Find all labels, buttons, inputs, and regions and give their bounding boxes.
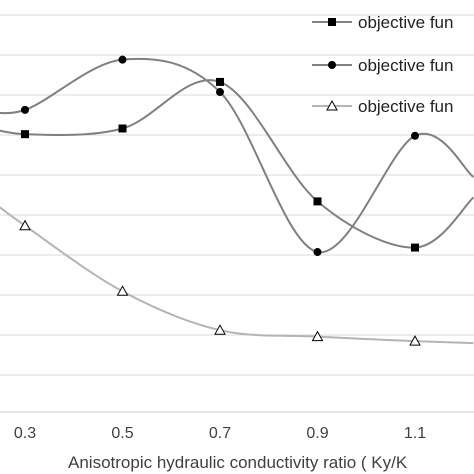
data-point	[21, 130, 29, 139]
data-point	[313, 248, 322, 257]
data-point	[216, 77, 224, 86]
data-point	[116, 285, 129, 296]
data-point	[409, 335, 421, 346]
data-point	[411, 243, 419, 252]
legend-marker	[328, 18, 336, 26]
x-tick-label: 0.7	[209, 425, 231, 442]
series-3	[0, 206, 474, 346]
gridlines	[0, 14, 474, 413]
series-group	[0, 55, 474, 346]
x-tick-label: 0.5	[111, 425, 133, 442]
data-point	[21, 105, 29, 114]
legend-item: objective fun	[312, 13, 453, 32]
series-line	[0, 57, 474, 254]
data-point	[411, 131, 419, 140]
series-1	[0, 77, 474, 252]
series-line	[0, 206, 474, 345]
data-point	[118, 55, 127, 64]
data-point	[311, 330, 324, 342]
legend: objective fun objective fun objective fun	[312, 13, 453, 116]
data-point	[214, 324, 226, 335]
legend-label: objective fun	[358, 56, 453, 75]
legend-marker	[326, 99, 338, 111]
legend-item: objective fun	[312, 56, 453, 75]
data-point	[118, 124, 127, 133]
x-tick-label: 1.1	[404, 425, 426, 442]
data-point	[216, 88, 224, 97]
legend-label: objective fun	[358, 13, 453, 32]
x-tick-labels: 0.3 0.5 0.7 0.9 1.1	[14, 425, 426, 442]
x-axis-title: Anisotropic hydraulic conductivity ratio…	[68, 453, 408, 472]
legend-label: objective fun	[358, 97, 453, 116]
series-2	[0, 55, 474, 257]
x-tick-label: 0.9	[306, 425, 328, 442]
legend-marker	[328, 61, 336, 69]
legend-item: objective fun	[312, 97, 453, 116]
data-point	[313, 197, 322, 206]
data-point	[19, 219, 31, 231]
x-tick-label: 0.3	[14, 425, 36, 442]
